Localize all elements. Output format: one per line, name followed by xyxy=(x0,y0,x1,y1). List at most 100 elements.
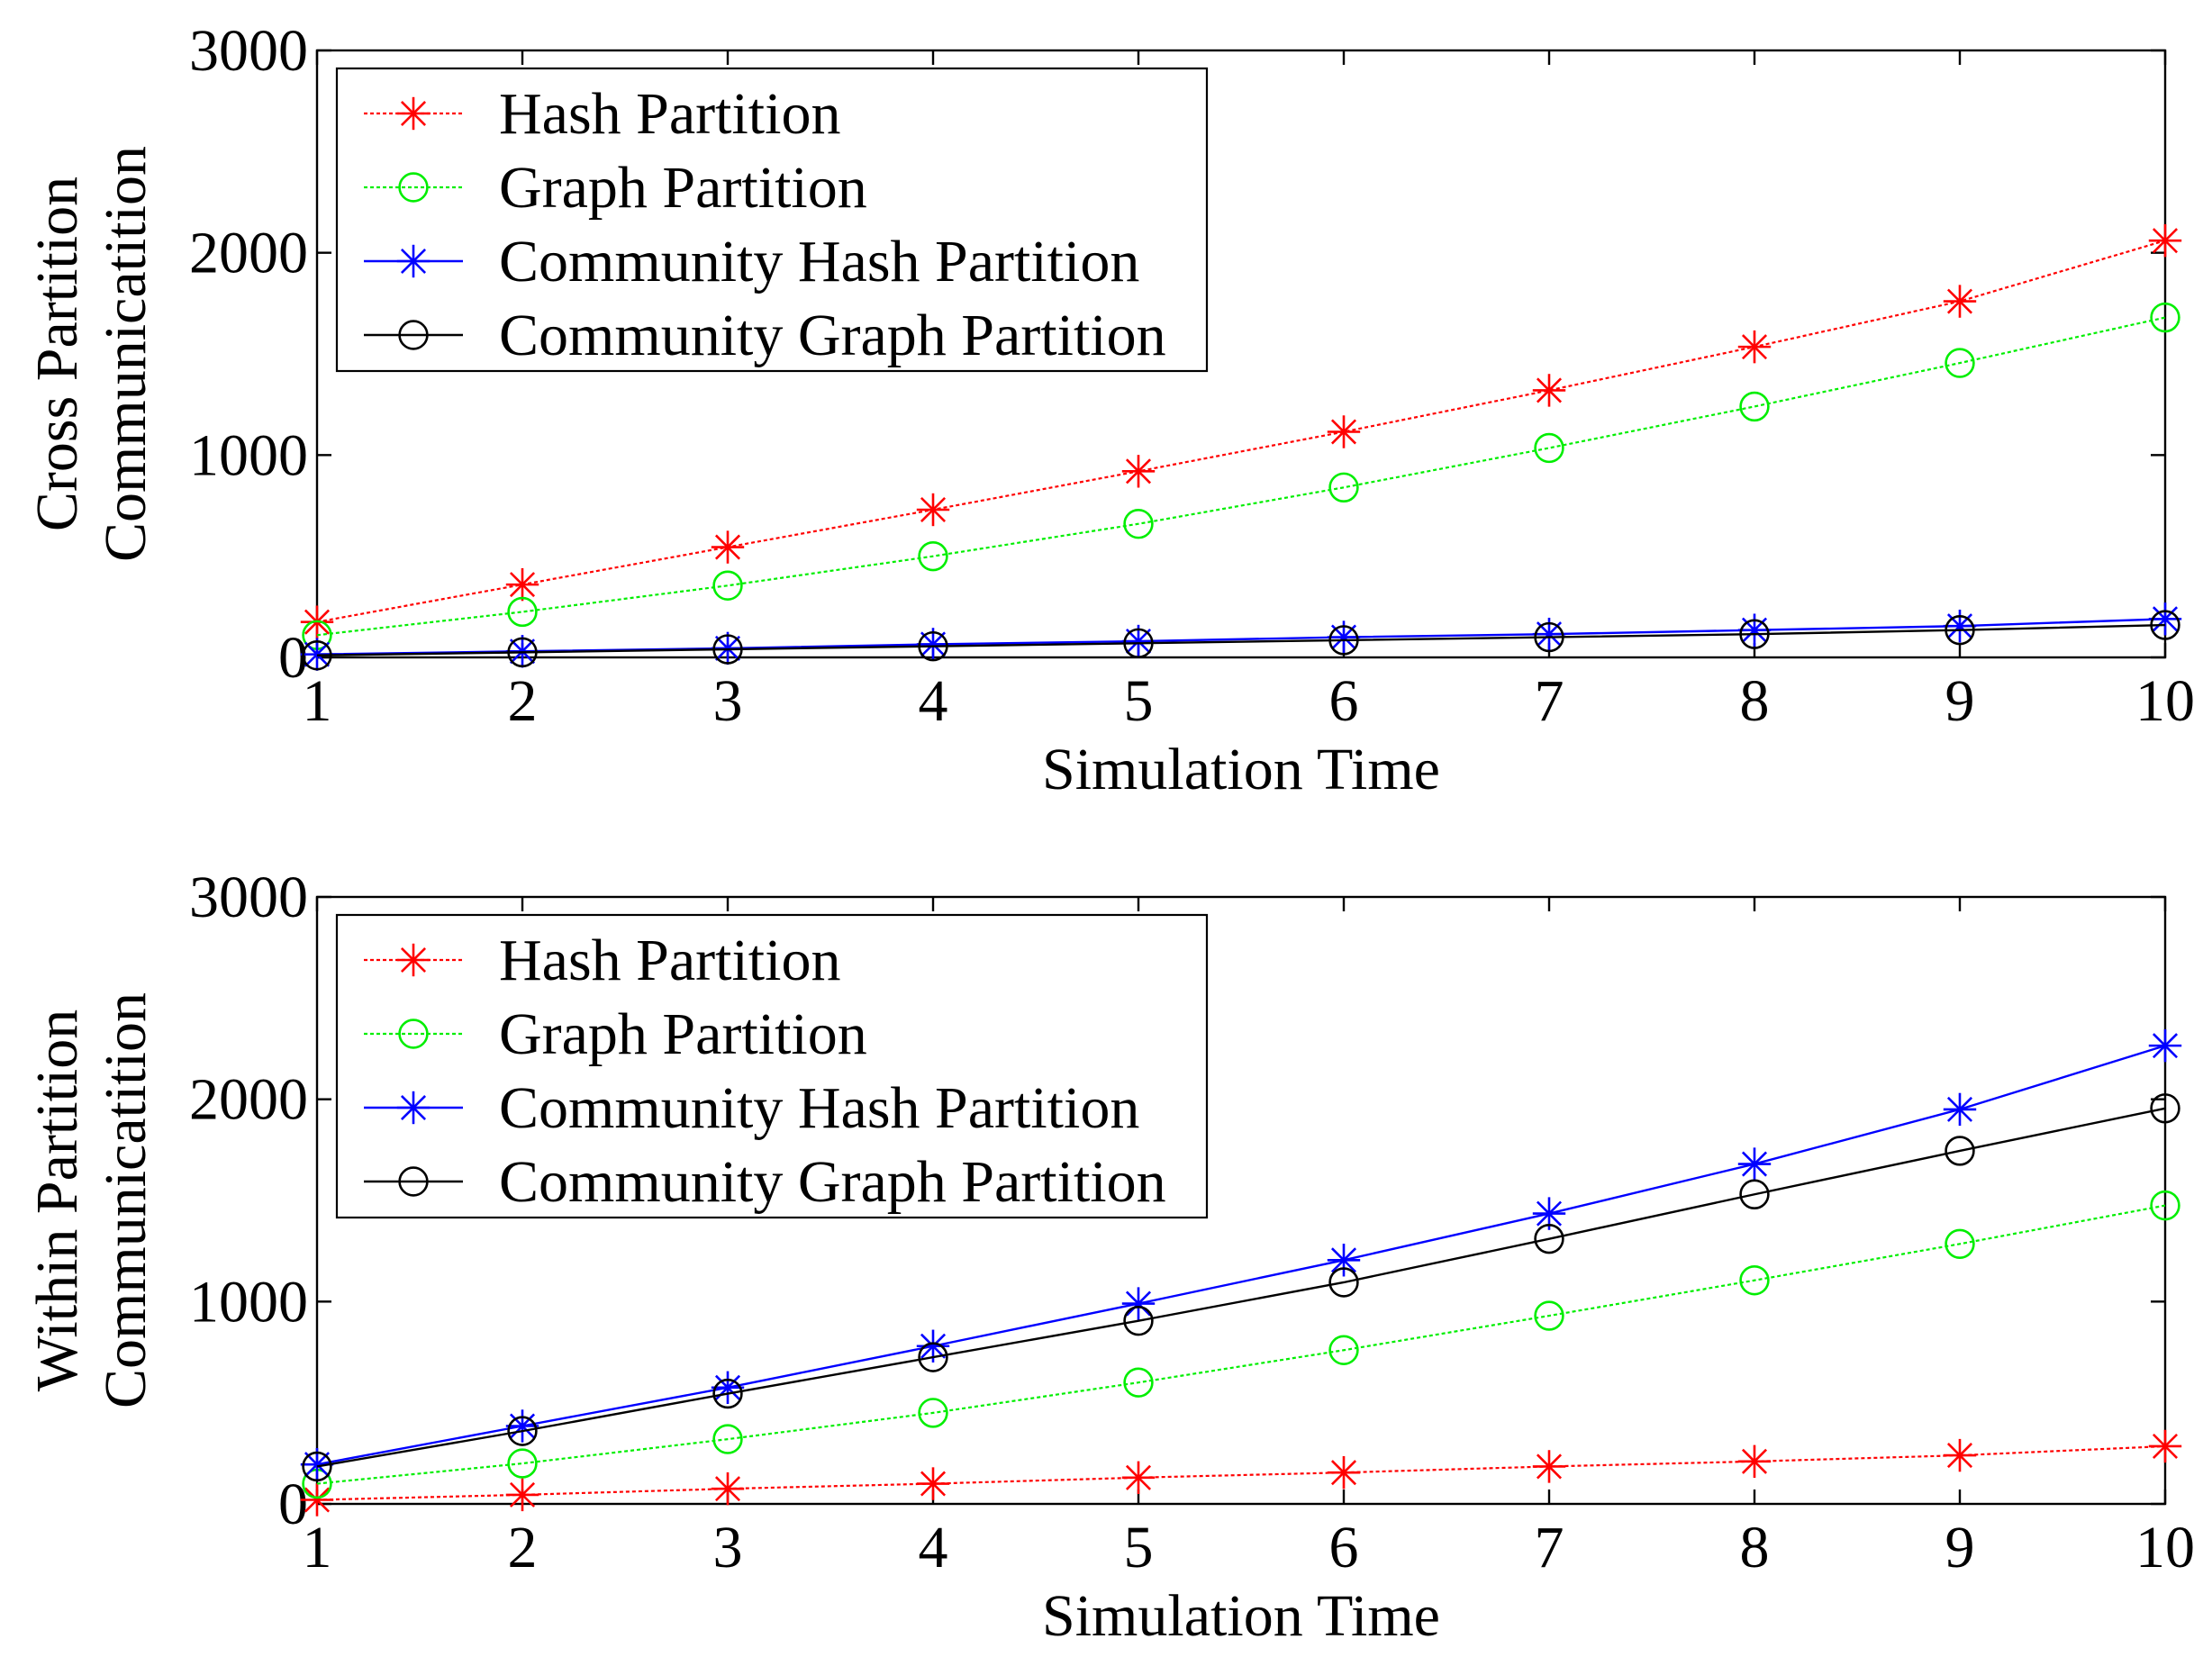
data-point xyxy=(507,1416,538,1446)
y-tick-label: 1000 xyxy=(189,1269,308,1335)
plot-frame xyxy=(315,895,2167,1506)
series-community-graph-partition xyxy=(302,1093,2180,1482)
data-point xyxy=(1328,625,1359,656)
data-point xyxy=(1739,391,1770,422)
legend-label: Community Graph Partition xyxy=(499,303,1166,368)
legend-entry: Community Graph Partition xyxy=(364,1149,1166,1215)
series-line xyxy=(316,623,2166,656)
data-point xyxy=(1945,348,1975,378)
data-point xyxy=(1532,374,1566,407)
data-point xyxy=(2148,1429,2182,1463)
series-graph-partition xyxy=(302,1190,2180,1499)
data-point xyxy=(507,596,538,628)
series-hash-partition xyxy=(300,1429,2182,1517)
data-point xyxy=(505,567,539,602)
legend-entry: Graph Partition xyxy=(364,1001,867,1067)
data-point xyxy=(1534,1300,1564,1331)
legend-marker xyxy=(396,943,431,977)
x-tick-label: 4 xyxy=(919,1515,948,1580)
data-point xyxy=(2150,302,2180,333)
data-point xyxy=(2150,1190,2180,1221)
legend-label: Hash Partition xyxy=(499,928,840,993)
legend-marker xyxy=(398,172,429,203)
data-point xyxy=(302,640,332,671)
legend-marker xyxy=(398,1166,429,1197)
data-point xyxy=(1327,415,1361,448)
plot-frame xyxy=(315,49,2167,659)
x-tick-label: 9 xyxy=(1945,1515,1975,1580)
data-point xyxy=(916,493,950,527)
x-tick-label: 8 xyxy=(1740,668,1770,734)
x-axis-label: Simulation Time xyxy=(1042,1583,1440,1649)
data-point xyxy=(918,1398,948,1428)
data-point xyxy=(1121,1287,1156,1320)
legend-marker xyxy=(398,320,429,350)
data-point xyxy=(1123,509,1154,539)
legend-marker xyxy=(396,96,431,131)
data-point xyxy=(1123,628,1154,658)
x-tick-label: 4 xyxy=(919,668,948,734)
series-line xyxy=(316,240,2166,623)
data-point xyxy=(918,630,948,662)
data-point xyxy=(1328,1267,1359,1298)
x-tick-label: 9 xyxy=(1945,668,1975,734)
x-tick-label: 1 xyxy=(303,668,332,734)
data-point xyxy=(1534,621,1564,653)
y-axis-label: Communicatition xyxy=(93,146,159,562)
data-point xyxy=(916,1467,950,1500)
data-point xyxy=(712,1424,743,1454)
data-point xyxy=(300,1483,334,1517)
y-axis-label: Within Partition xyxy=(24,1010,90,1392)
y-tick-label: 1000 xyxy=(189,422,308,488)
data-point xyxy=(1328,1335,1359,1365)
legend-entry: Hash Partition xyxy=(364,928,840,993)
legend-entry: Community Hash Partition xyxy=(364,1075,1139,1141)
series-line xyxy=(316,1444,2166,1501)
data-point xyxy=(1943,1438,1977,1472)
data-point xyxy=(505,1409,539,1443)
legend-label: Community Hash Partition xyxy=(499,1075,1139,1141)
series-graph-partition xyxy=(302,302,2180,650)
series-community-hash-partition xyxy=(300,1028,2182,1481)
data-point xyxy=(1123,1367,1154,1398)
data-point xyxy=(2150,610,2180,640)
data-point xyxy=(1739,619,1770,649)
data-point xyxy=(1532,1450,1566,1483)
data-point xyxy=(2148,1028,2182,1063)
x-tick-label: 7 xyxy=(1535,668,1564,734)
legend-label: Community Graph Partition xyxy=(499,1149,1166,1215)
series-line xyxy=(316,1204,2166,1485)
data-point xyxy=(507,637,538,668)
x-tick-label: 5 xyxy=(1124,668,1154,734)
data-point xyxy=(1534,1223,1564,1254)
data-point xyxy=(918,540,948,572)
data-point xyxy=(505,1478,539,1512)
data-point xyxy=(1123,1305,1154,1336)
data-point xyxy=(918,1342,948,1372)
data-point xyxy=(1328,472,1359,503)
data-point xyxy=(1737,1444,1772,1479)
data-point xyxy=(1327,1244,1361,1277)
data-point xyxy=(1121,455,1156,488)
legend-box xyxy=(335,913,1209,1219)
series-line xyxy=(316,316,2166,637)
legend-box xyxy=(335,67,1209,373)
x-tick-label: 5 xyxy=(1124,1515,1154,1580)
y-axis-label: Communicatition xyxy=(93,992,159,1408)
data-point xyxy=(1534,432,1564,464)
x-tick-label: 8 xyxy=(1740,1515,1770,1580)
data-point xyxy=(712,570,743,601)
legend-label: Community Hash Partition xyxy=(499,229,1139,294)
data-point xyxy=(1943,1092,1977,1127)
legend-entry: Graph Partition xyxy=(364,155,867,221)
legend-entry: Community Hash Partition xyxy=(364,229,1139,294)
x-tick-label: 3 xyxy=(713,668,743,734)
x-tick-label: 6 xyxy=(1329,1515,1359,1580)
y-tick-label: 3000 xyxy=(189,865,308,930)
legend-marker xyxy=(396,1091,431,1125)
x-tick-label: 3 xyxy=(713,1515,743,1580)
legend-entry: Hash Partition xyxy=(364,81,840,147)
y-tick-label: 2000 xyxy=(189,1067,308,1133)
